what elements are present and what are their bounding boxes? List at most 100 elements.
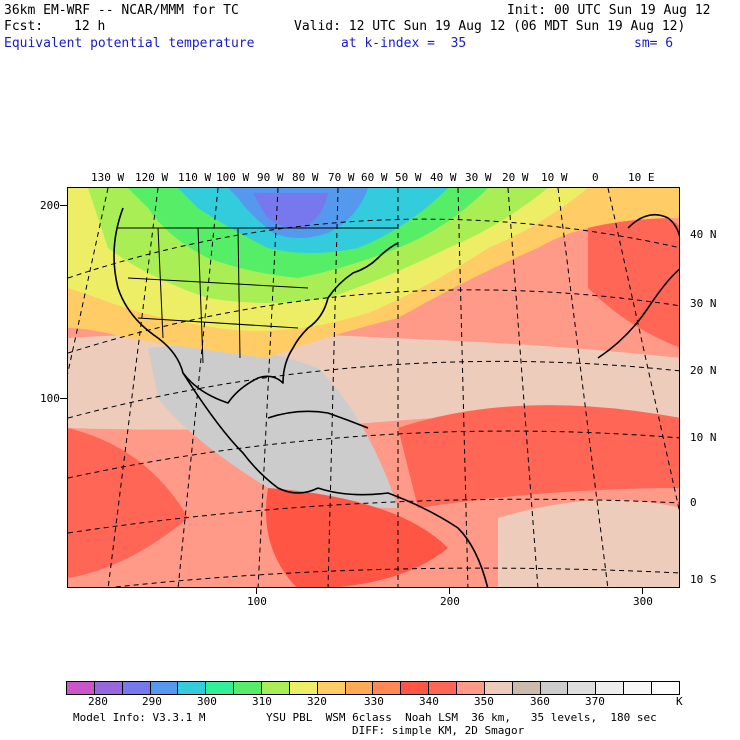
colorbar-swatch (234, 682, 263, 694)
lon-label: 60 W (361, 171, 388, 184)
colorbar-label: 320 (307, 695, 327, 708)
grid-y-label: 100 (40, 392, 60, 405)
lon-label: 130 W (91, 171, 125, 184)
lat-label: 40 N (690, 228, 717, 241)
lat-label: 10 N (690, 431, 717, 444)
longitude-line (457, 188, 469, 587)
colorbar-label: 330 (364, 695, 384, 708)
colorbar-swatch (401, 682, 430, 694)
colorbar-swatch (150, 682, 179, 694)
longitude-line (507, 188, 539, 587)
lon-label: 120 W (135, 171, 169, 184)
lon-label: 50 W (395, 171, 422, 184)
grid-x-label: 200 (440, 595, 460, 608)
field-region (253, 193, 328, 229)
colorbar-label: 350 (474, 695, 494, 708)
colorbar-label: 340 (419, 695, 439, 708)
lon-label: 70 W (328, 171, 355, 184)
lon-label: 90 W (257, 171, 284, 184)
colorbar (66, 681, 680, 695)
lat-label: 0 (690, 496, 697, 509)
theta-e-map (67, 187, 680, 588)
forecast-hour: 12 h (74, 19, 106, 34)
physics-info: YSU PBL WSM 6class Noah LSM 36 km, 35 le… (266, 711, 657, 724)
valid-time: Valid: 12 UTC Sun 19 Aug 12 (06 MDT Sun … (294, 19, 686, 34)
latitude-line (68, 218, 679, 279)
lat-label: 10 S (690, 573, 717, 586)
latitude-line (68, 498, 679, 534)
border-line (137, 317, 299, 329)
lon-label: 110 W (178, 171, 212, 184)
grid-x-label: 300 (633, 595, 653, 608)
colorbar-unit: K (676, 695, 683, 708)
lon-label: 10 E (628, 171, 655, 184)
grid-x-label: 100 (247, 595, 267, 608)
coastline-north-america (113, 207, 399, 404)
border-line (197, 227, 204, 364)
lat-label: 20 N (690, 364, 717, 377)
border-line (127, 277, 309, 289)
forecast-label: Fcst: (4, 19, 44, 34)
field-region (398, 405, 679, 508)
coastline-europe (627, 213, 679, 238)
colorbar-swatch (568, 682, 597, 694)
grid-y-label: 200 (40, 199, 60, 212)
colorbar-swatch (429, 682, 458, 694)
lat-label: 30 N (690, 297, 717, 310)
longitude-line (107, 188, 159, 587)
grid-tick (642, 588, 643, 594)
colorbar-swatch (373, 682, 402, 694)
colorbar-swatch (122, 682, 151, 694)
colorbar-label: 300 (197, 695, 217, 708)
grid-tick (60, 398, 67, 399)
grid-tick (60, 205, 67, 206)
colorbar-swatch (624, 682, 653, 694)
lon-label: 10 W (541, 171, 568, 184)
colorbar-swatch (512, 682, 541, 694)
lon-label: 30 W (465, 171, 492, 184)
coastline-central-america (182, 372, 319, 494)
colorbar-label: 370 (585, 695, 605, 708)
smoothing-label: sm= 6 (634, 36, 674, 51)
lon-label: 40 W (430, 171, 457, 184)
lon-label: 80 W (292, 171, 319, 184)
colorbar-swatch (94, 682, 123, 694)
colorbar-swatch (652, 682, 679, 694)
field-region (68, 428, 188, 578)
field-name: Equivalent potential temperature (4, 36, 255, 51)
colorbar-swatch (540, 682, 569, 694)
colorbar-swatch (67, 682, 95, 694)
colorbar-label: 310 (252, 695, 272, 708)
model-info: Model Info: V3.3.1 M (73, 711, 206, 724)
border-line (237, 227, 241, 359)
latitude-line (68, 430, 679, 479)
colorbar-swatch (317, 682, 346, 694)
coastline-caribbean (267, 410, 369, 429)
field-region (588, 214, 679, 348)
level-label: at k-index = 35 (341, 36, 467, 51)
field-region (498, 500, 679, 587)
map-canvas (68, 188, 679, 587)
colorbar-swatch (289, 682, 318, 694)
lon-label: 20 W (502, 171, 529, 184)
colorbar-label: 360 (530, 695, 550, 708)
latitude-line (68, 289, 679, 354)
colorbar-label: 280 (88, 695, 108, 708)
latitude-line (68, 360, 679, 419)
field-region (266, 488, 448, 587)
diffusion-info: DIFF: simple KM, 2D Smagor (352, 724, 525, 737)
lon-label: 0 (592, 171, 599, 184)
init-time: Init: 00 UTC Sun 19 Aug 12 (507, 3, 711, 18)
coastline-south-america (317, 487, 489, 587)
grid-tick (256, 588, 257, 594)
grid-tick (449, 588, 450, 594)
colorbar-label: 290 (142, 695, 162, 708)
longitude-line (607, 188, 679, 512)
model-title: 36km EM-WRF -- NCAR/MMM for TC (4, 3, 239, 18)
coastline-africa (597, 268, 679, 359)
colorbar-swatch (484, 682, 513, 694)
colorbar-swatch (178, 682, 207, 694)
colorbar-swatch (206, 682, 235, 694)
longitude-line (557, 188, 609, 587)
colorbar-swatch (345, 682, 374, 694)
